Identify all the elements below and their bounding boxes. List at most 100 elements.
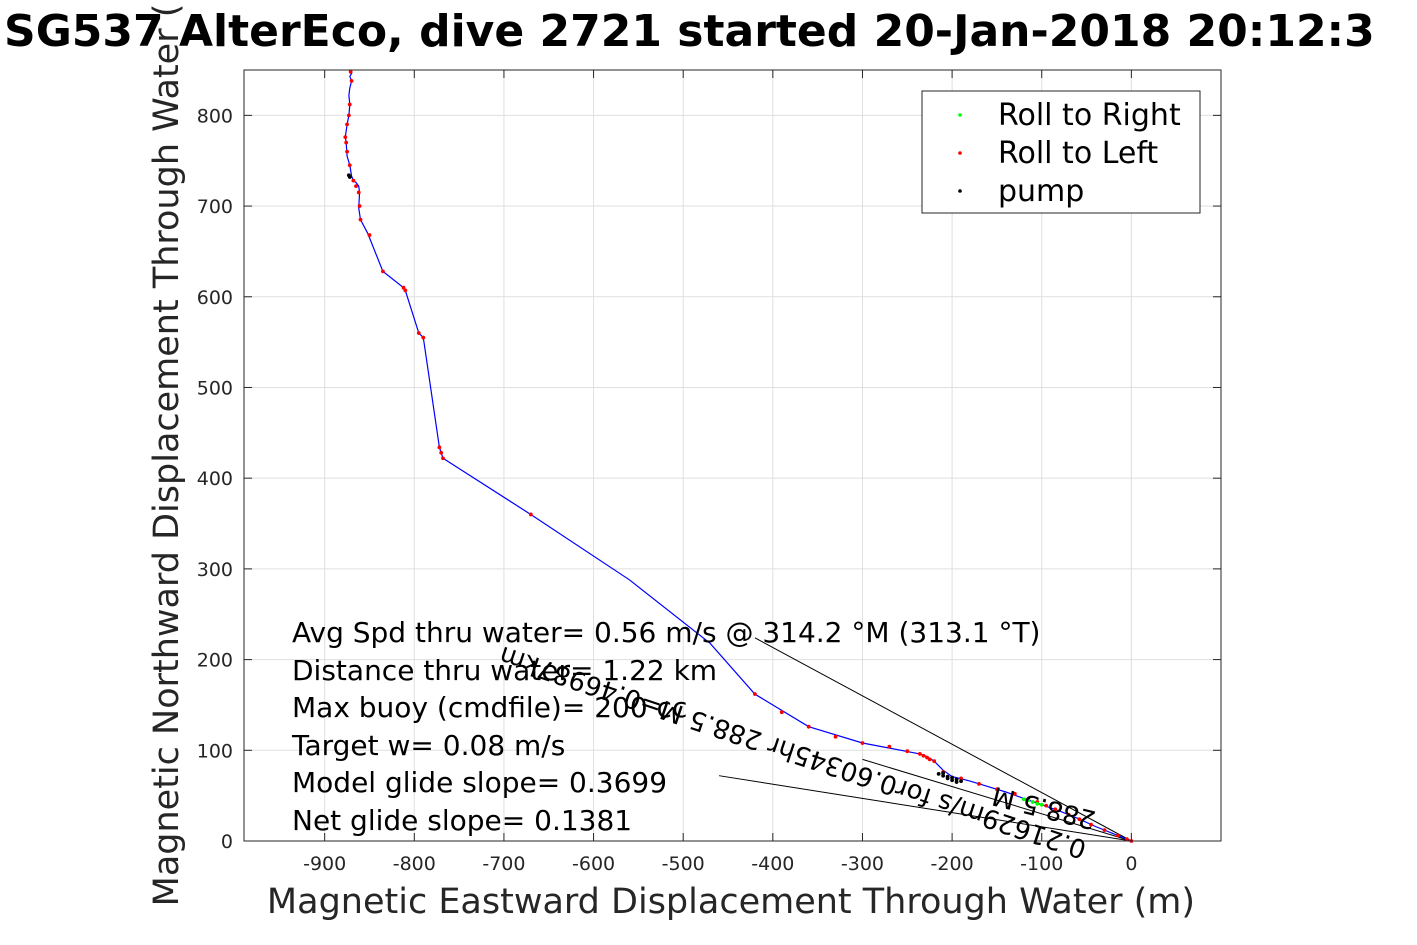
- roll-left-point: [887, 744, 892, 749]
- roll-left-point: [343, 135, 348, 140]
- roll-left-point: [441, 456, 445, 461]
- annotation-model-glide: Model glide slope= 0.3699: [292, 766, 667, 799]
- y-tick-label: 700: [197, 196, 233, 218]
- pump-point: [941, 771, 946, 775]
- roll-left-point: [416, 331, 421, 335]
- legend: Roll to Right Roll to Left pump: [921, 90, 1201, 214]
- x-tick-label: -200: [931, 853, 974, 875]
- roll-left-point: [925, 755, 929, 760]
- roll-left-point: [401, 285, 406, 290]
- roll-left-point: [1044, 803, 1049, 808]
- roll-left-point: [806, 724, 811, 729]
- y-axis-label: Magnetic Northward Displacement Through …: [147, 4, 187, 907]
- roll-left-point: [779, 710, 784, 715]
- pump-point: [936, 771, 941, 776]
- roll-right-point: [1021, 797, 1026, 802]
- roll-right-point: [1030, 800, 1035, 804]
- annotation-avg-speed: Avg Spd thru water= 0.56 m/s @ 314.2 °M …: [292, 616, 1040, 649]
- x-tick-label: -800: [393, 853, 436, 875]
- roll-left-point: [1124, 837, 1129, 842]
- pump-point: [346, 173, 351, 178]
- annotation-block: Avg Spd thru water= 0.56 m/s @ 314.2 °M …: [291, 616, 1040, 837]
- roll-left-point: [1012, 791, 1017, 796]
- pump-point: [945, 776, 950, 781]
- x-tick-label: -600: [572, 853, 615, 875]
- roll-left-point: [351, 178, 356, 183]
- legend-marker-pump: [958, 189, 962, 193]
- x-tick-label: -700: [482, 853, 525, 875]
- roll-left-point: [347, 102, 352, 107]
- roll-left-point: [905, 749, 910, 754]
- annotation-target-w: Target w= 0.08 m/s: [291, 729, 565, 762]
- roll-left-point: [753, 692, 757, 696]
- pump-point: [959, 779, 963, 784]
- annotation-distance: Distance thru water= 1.22 km: [292, 654, 717, 687]
- x-tick-label: -900: [303, 853, 346, 875]
- roll-left-point: [357, 204, 362, 208]
- roll-right-point: [1035, 801, 1040, 806]
- reference-line: [754, 637, 1132, 842]
- axes-box: [243, 69, 1222, 842]
- y-tick-label: 300: [197, 559, 233, 581]
- roll-left-point: [354, 184, 358, 189]
- legend-label-roll-right: Roll to Right: [998, 98, 1181, 133]
- pump-point: [954, 777, 959, 782]
- y-tick-label: 500: [197, 377, 233, 399]
- roll-left-point: [1102, 828, 1107, 833]
- roll-left-point: [1066, 812, 1071, 817]
- x-tick-label: -400: [751, 853, 794, 875]
- roll-left-point: [1053, 807, 1058, 812]
- roll-left-point: [1116, 833, 1120, 838]
- x-axis-label: Magnetic Eastward Displacement Through W…: [267, 882, 1195, 922]
- roll-left-point: [932, 759, 937, 764]
- y-tick-label: 100: [197, 740, 233, 762]
- x-tick-label: -500: [662, 853, 705, 875]
- roll-left-point: [917, 752, 922, 756]
- annotation-max-buoy: Max buoy (cmdfile)= 200 cc: [292, 691, 687, 724]
- reference-lines: [718, 637, 1132, 842]
- legend-label-roll-left: Roll to Left: [998, 136, 1158, 171]
- roll-left-point: [403, 288, 408, 293]
- chart-title: SG537 AlterEco, dive 2721 started 20-Jan…: [4, 6, 1375, 57]
- pump-point: [941, 773, 946, 778]
- legend-marker-roll-right: [958, 113, 962, 117]
- legend-marker-roll-left: [958, 151, 962, 155]
- roll-left-point: [347, 163, 352, 168]
- roll-left-point: [345, 149, 349, 154]
- annotation-net-glide: Net glide slope= 0.1381: [292, 804, 632, 837]
- roll-left-point: [348, 69, 353, 74]
- x-tick-label: -100: [1020, 853, 1063, 875]
- y-tick-label: 0: [221, 831, 233, 853]
- roll-left-point: [344, 140, 349, 145]
- reference-line: [862, 758, 1132, 842]
- roll-left-point: [528, 512, 533, 517]
- legend-label-pump: pump: [998, 174, 1084, 209]
- roll-left-point: [346, 113, 351, 118]
- roll-right-point: [1026, 798, 1031, 803]
- roll-left-point: [421, 335, 426, 340]
- roll-left-point: [959, 776, 963, 781]
- x-tick-label: -300: [841, 853, 884, 875]
- pump-point: [950, 778, 955, 783]
- roll-left-point: [921, 753, 926, 758]
- x-tick-label: 0: [1125, 853, 1137, 875]
- y-tick-label: 400: [197, 468, 233, 490]
- points-layer: [343, 69, 1134, 843]
- roll-left-point: [356, 190, 361, 195]
- pump-point: [954, 780, 959, 784]
- roll-left-point: [860, 741, 865, 745]
- grid: [244, 70, 1221, 842]
- roll-left-point: [995, 787, 999, 792]
- pump-point: [950, 775, 955, 780]
- roll-left-point: [927, 757, 932, 762]
- roll-left-point: [349, 78, 354, 83]
- roll-left-point: [345, 122, 349, 127]
- roll-left-point: [437, 445, 442, 450]
- roll-left-point: [381, 269, 385, 274]
- roll-left-point: [1077, 817, 1082, 822]
- roll-left-point: [833, 734, 838, 739]
- roll-left-point: [977, 781, 981, 786]
- reference-line: [718, 775, 1132, 842]
- ticks: -900 -800 -700 -600 -500 -400 -300 -200 -100 0 0 10…: [197, 70, 1221, 875]
